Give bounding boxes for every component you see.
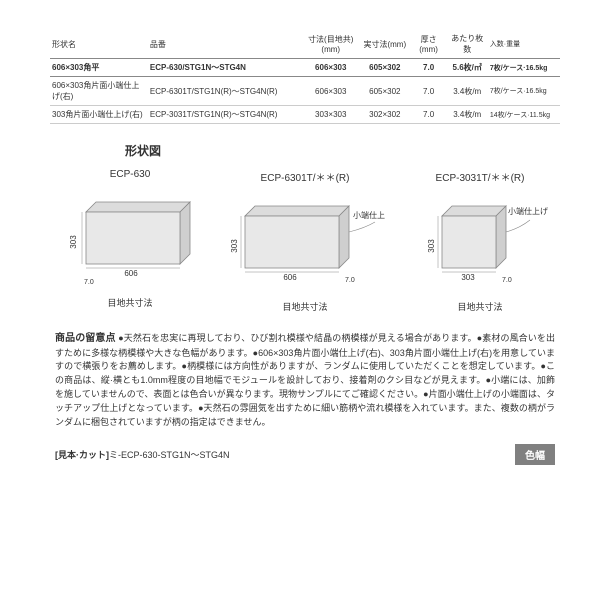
table-cell: 5.6枚/㎡ — [447, 59, 488, 77]
svg-text:7.0: 7.0 — [502, 277, 512, 284]
svg-text:小端仕上げ: 小端仕上げ — [353, 210, 385, 220]
shape-svg-630: 303 606 7.0 — [60, 188, 200, 288]
svg-text:7.0: 7.0 — [345, 277, 355, 284]
table-cell: 7枚/ケース·16.5kg — [488, 77, 560, 106]
sample-text: [見本·カット]ミ-ECP-630-STG1N～STG4N — [55, 448, 230, 461]
table-cell: 606×303角平 — [50, 59, 148, 77]
diagram-label: ECP‐3031T/＊＊(R) — [436, 169, 525, 184]
table-cell: 606×303 — [302, 77, 359, 106]
svg-text:606: 606 — [124, 269, 138, 278]
table-cell: 605×302 — [359, 59, 411, 77]
diagrams-row: ECP‐630 303 606 7.0 目地共寸法 ECP‐6301T/＊＊(R… — [50, 169, 560, 313]
table-header: 寸法(目地共)(mm) — [302, 30, 359, 59]
table-header: 実寸法(mm) — [359, 30, 411, 59]
table-cell: 7.0 — [411, 59, 447, 77]
table-header: 厚さ(mm) — [411, 30, 447, 59]
shape-svg-6301t: 303 606 7.0 小端仕上げ — [225, 192, 385, 292]
svg-text:303: 303 — [427, 239, 436, 253]
table-cell: 7.0 — [411, 106, 447, 124]
diagram-caption: 目地共寸法 — [107, 296, 152, 309]
table-cell: 14枚/ケース·11.5kg — [488, 106, 560, 124]
table-cell: 303×303 — [302, 106, 359, 124]
shapes-title: 形状図 — [125, 142, 560, 159]
svg-text:小端仕上げ: 小端仕上げ — [508, 206, 548, 216]
table-row: 606×303角片面小端仕上げ(右)ECP-6301T/STG1N(R)～STG… — [50, 77, 560, 106]
diagram-ecp-6301t: ECP‐6301T/＊＊(R) 303 606 7.0 小端仕上げ 目地共寸法 — [225, 169, 385, 313]
table-cell: 302×302 — [359, 106, 411, 124]
sample-code: ミ-ECP-630-STG1N～STG4N — [109, 450, 230, 460]
table-cell: 3.4枚/m — [447, 106, 488, 124]
table-cell: 7.0 — [411, 77, 447, 106]
notes-body: ●天然石を忠実に再現しており、ひび割れ模様や結晶の柄模様が見える場合があります。… — [55, 333, 555, 427]
diagram-caption: 目地共寸法 — [282, 300, 327, 313]
table-header: あたり枚数 — [447, 30, 488, 59]
table-cell: 605×302 — [359, 77, 411, 106]
product-notes: 商品の留意点 ●天然石を忠実に再現しており、ひび割れ模様や結晶の柄模様が見える場… — [55, 331, 555, 430]
table-header: 品番 — [148, 30, 303, 59]
diagram-label: ECP‐630 — [110, 169, 151, 180]
table-row: 303角片面小端仕上げ(右)ECP-3031T/STG1N(R)～STG4N(R… — [50, 106, 560, 124]
svg-text:303: 303 — [230, 239, 239, 253]
svg-text:7.0: 7.0 — [84, 279, 94, 286]
svg-text:303: 303 — [69, 235, 78, 249]
table-cell: 606×303角片面小端仕上げ(右) — [50, 77, 148, 106]
notes-title: 商品の留意点 — [55, 333, 116, 344]
table-header: 形状名 — [50, 30, 148, 59]
spec-table: 形状名品番寸法(目地共)(mm)実寸法(mm)厚さ(mm)あたり枚数入数·重量 … — [50, 30, 560, 124]
shape-svg-3031t: 303 303 7.0 小端仕上げ — [410, 192, 550, 292]
table-cell: ECP-3031T/STG1N(R)～STG4N(R) — [148, 106, 303, 124]
diagram-label: ECP‐6301T/＊＊(R) — [261, 169, 350, 184]
table-cell: 3.4枚/m — [447, 77, 488, 106]
table-cell: 606×303 — [302, 59, 359, 77]
svg-text:606: 606 — [283, 273, 297, 282]
sample-row: [見本·カット]ミ-ECP-630-STG1N～STG4N 色幅 — [50, 444, 560, 465]
sample-label: [見本·カット] — [55, 450, 109, 460]
diagram-ecp-3031t: ECP‐3031T/＊＊(R) 303 303 7.0 小端仕上げ 目地共寸法 — [410, 169, 550, 313]
table-cell: ECP-630/STG1N～STG4N — [148, 59, 303, 77]
table-cell: 303角片面小端仕上げ(右) — [50, 106, 148, 124]
table-cell: 7枚/ケース·16.5kg — [488, 59, 560, 77]
svg-text:303: 303 — [461, 273, 475, 282]
color-range-badge: 色幅 — [515, 444, 555, 465]
table-row: 606×303角平ECP-630/STG1N～STG4N606×303605×3… — [50, 59, 560, 77]
table-header: 入数·重量 — [488, 30, 560, 59]
table-cell: ECP-6301T/STG1N(R)～STG4N(R) — [148, 77, 303, 106]
diagram-ecp-630: ECP‐630 303 606 7.0 目地共寸法 — [60, 169, 200, 313]
diagram-caption: 目地共寸法 — [457, 300, 502, 313]
